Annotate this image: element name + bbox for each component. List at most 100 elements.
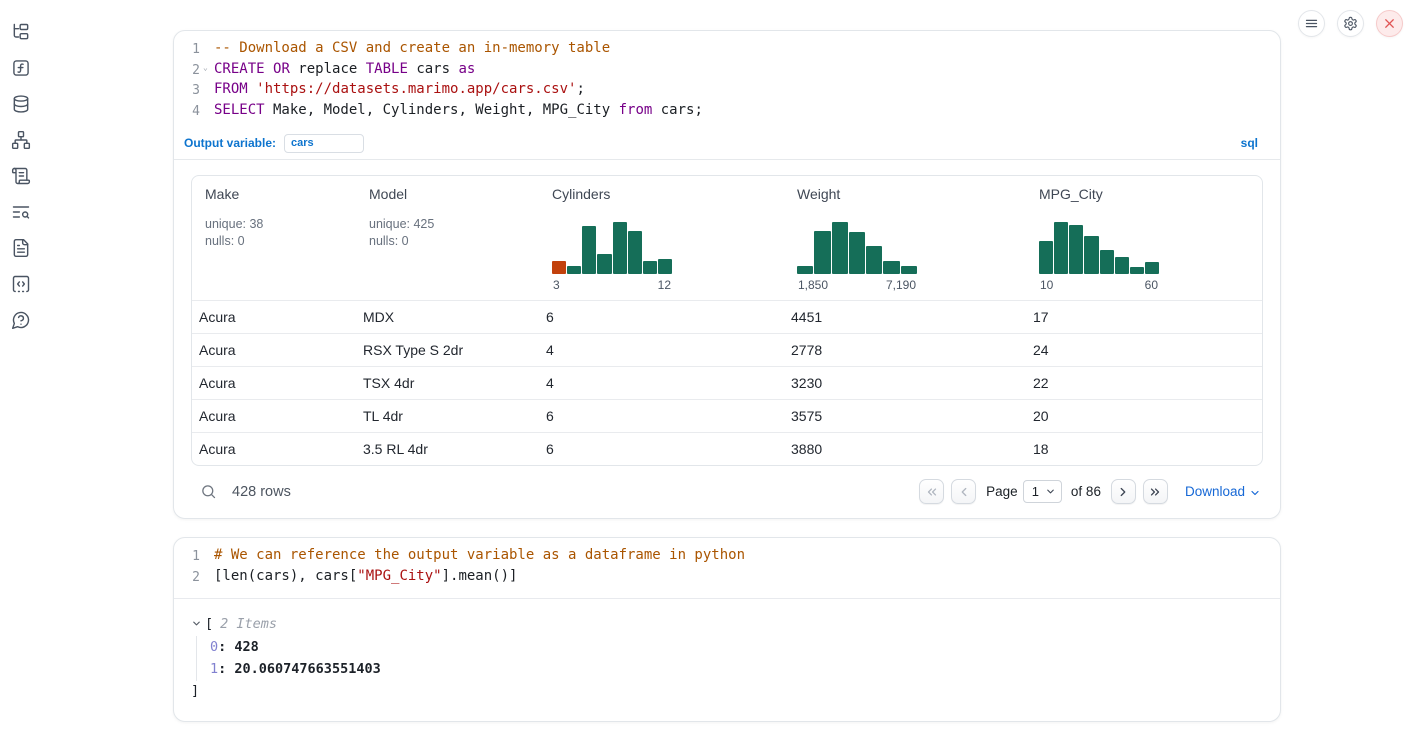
data-sources-icon[interactable] (11, 94, 31, 114)
shutdown-button[interactable] (1376, 10, 1403, 37)
code-text: FROM 'https://datasets.marimo.app/cars.c… (214, 81, 585, 98)
table-cell: MDX (363, 309, 395, 326)
column-header-mpg_city[interactable]: MPG_City 10 60 (1026, 176, 1262, 300)
settings-button[interactable] (1337, 10, 1364, 37)
chevron-right-icon (1121, 487, 1126, 497)
table-cell: 3.5 RL 4dr (363, 441, 428, 458)
output-variable-label: Output variable: (184, 136, 277, 151)
table-cell: RSX Type S 2dr (363, 342, 464, 359)
histogram-bar (1129, 266, 1144, 275)
column-label: Cylinders (552, 186, 611, 203)
table-cell: 4451 (791, 309, 823, 326)
column-histogram: 10 60 (1039, 222, 1159, 292)
gear-icon (1344, 16, 1357, 31)
table-cell: 3880 (791, 441, 823, 458)
logs-icon[interactable] (11, 202, 31, 222)
python-code-editor[interactable]: 1 # We can reference the output variable … (174, 538, 1280, 599)
table-cell: 4 (546, 342, 554, 359)
column-label: Make (205, 186, 240, 203)
python-cell-output: [ 2 Items 0: 428 1: 20.060747663551403 ] (174, 599, 1280, 721)
variables-icon[interactable] (11, 58, 31, 78)
histogram-bar (657, 259, 672, 275)
download-button[interactable]: Download (1185, 484, 1261, 499)
table-row[interactable]: Acura RSX Type S 2dr 4 2778 24 (192, 333, 1262, 366)
histogram-bar (1144, 261, 1159, 275)
column-header-make[interactable]: Make unique: 38 nulls: 0 (192, 176, 356, 300)
histogram-bar (1099, 250, 1114, 275)
table-cell: 18 (1033, 441, 1049, 458)
chevron-left-icon (961, 487, 967, 497)
histogram-bar (567, 266, 582, 275)
code-line: 2 [len(cars), cars["MPG_City"].mean()] (174, 567, 1280, 588)
next-page-button[interactable] (1110, 479, 1136, 505)
column-label: MPG_City (1039, 186, 1103, 203)
code-line: 1 -- Download a CSV and create an in-memo… (174, 39, 1280, 60)
first-page-button[interactable] (919, 479, 945, 505)
histogram-axis-labels: 3 12 (553, 278, 671, 293)
column-histogram: 3 12 (552, 222, 672, 292)
table-row[interactable]: Acura TSX 4dr 4 3230 22 (192, 366, 1262, 399)
table-row[interactable]: Acura MDX 6 4451 17 (192, 300, 1262, 333)
histogram-bar (1054, 222, 1069, 275)
snippets-icon[interactable] (11, 274, 31, 294)
code-text: # We can reference the output variable a… (214, 547, 746, 564)
table-row[interactable]: Acura TL 4dr 6 3575 20 (192, 399, 1262, 432)
output-list-header: [ 2 Items (191, 613, 1263, 635)
sql-cell-language-bar: Output variable: sql (174, 131, 1280, 161)
file-explorer-icon[interactable] (11, 22, 31, 42)
line-number: 2 (192, 569, 200, 585)
histogram-bar (597, 253, 612, 275)
table-cell: Acura (199, 408, 236, 425)
row-count: 428 rows (232, 483, 291, 500)
notebook-menu-button[interactable] (1298, 10, 1325, 37)
table-row[interactable]: Acura 3.5 RL 4dr 6 3880 18 (192, 432, 1262, 465)
histogram-bar (642, 261, 657, 275)
dependency-graph-icon[interactable] (11, 130, 31, 150)
histogram-bar (831, 222, 848, 275)
column-header-model[interactable]: Model unique: 425 nulls: 0 (356, 176, 539, 300)
table-cell: 20 (1033, 408, 1049, 425)
pagination: Page 1 of 86 Download (912, 479, 1261, 505)
output-variable-input[interactable] (284, 133, 365, 153)
code-text: [len(cars), cars["MPG_City"].mean()] (214, 567, 518, 584)
sql-code-editor[interactable]: 1 -- Download a CSV and create an in-memo… (174, 31, 1280, 131)
table-cell: 6 (546, 441, 554, 458)
open-bracket: [ (205, 615, 214, 632)
chevron-down-icon (1047, 489, 1054, 494)
sql-cell: 1 -- Download a CSV and create an in-memo… (173, 30, 1281, 520)
code-line: 1 # We can reference the output variable … (174, 546, 1280, 567)
code-line: 3 FROM 'https://datasets.marimo.app/cars.… (174, 80, 1280, 101)
help-icon[interactable] (11, 310, 31, 330)
column-header-weight[interactable]: Weight 1,850 7,190 (784, 176, 1026, 300)
documentation-icon[interactable] (11, 238, 31, 258)
previous-page-button[interactable] (951, 479, 977, 505)
fold-chevron-icon[interactable]: ⌄ (203, 62, 208, 72)
histogram-bar (866, 245, 883, 275)
chevrons-right-icon (1151, 488, 1160, 496)
histogram-bar (814, 231, 831, 275)
language-badge[interactable]: sql (1240, 136, 1258, 151)
code-text: SELECT Make, Model, Cylinders, Weight, M… (214, 101, 703, 118)
histogram-axis-labels: 1,850 7,190 (798, 278, 916, 293)
table-cell: 3575 (791, 408, 823, 425)
code-line: 2 ⌄ CREATE OR replace TABLE cars as (174, 60, 1280, 81)
search-icon[interactable] (199, 483, 217, 501)
download-label: Download (1184, 484, 1245, 500)
column-header-cylinders[interactable]: Cylinders 3 12 (539, 176, 784, 300)
collapse-chevron-icon[interactable] (191, 618, 202, 629)
column-stats: unique: 38 nulls: 0 (205, 217, 264, 248)
last-page-button[interactable] (1142, 479, 1168, 505)
table-header: Make unique: 38 nulls: 0 Model unique: 425 nu… (192, 176, 1262, 300)
histogram-bar (883, 261, 900, 275)
histogram-axis-labels: 10 60 (1040, 278, 1158, 293)
histogram-bar (848, 232, 866, 275)
table-cell: 22 (1033, 375, 1049, 392)
page-select[interactable]: 1 (1022, 480, 1062, 504)
sql-cell-output: Make unique: 38 nulls: 0 Model unique: 425 nu… (174, 160, 1280, 518)
scratchpad-icon[interactable] (11, 166, 31, 186)
output-list-items: 0: 428 1: 20.060747663551403 (196, 635, 1263, 681)
table-cell: 24 (1033, 342, 1049, 359)
items-count-label: 2 Items (220, 615, 278, 632)
python-cell: 1 # We can reference the output variable … (173, 537, 1281, 722)
column-stats: unique: 425 nulls: 0 (369, 217, 435, 248)
